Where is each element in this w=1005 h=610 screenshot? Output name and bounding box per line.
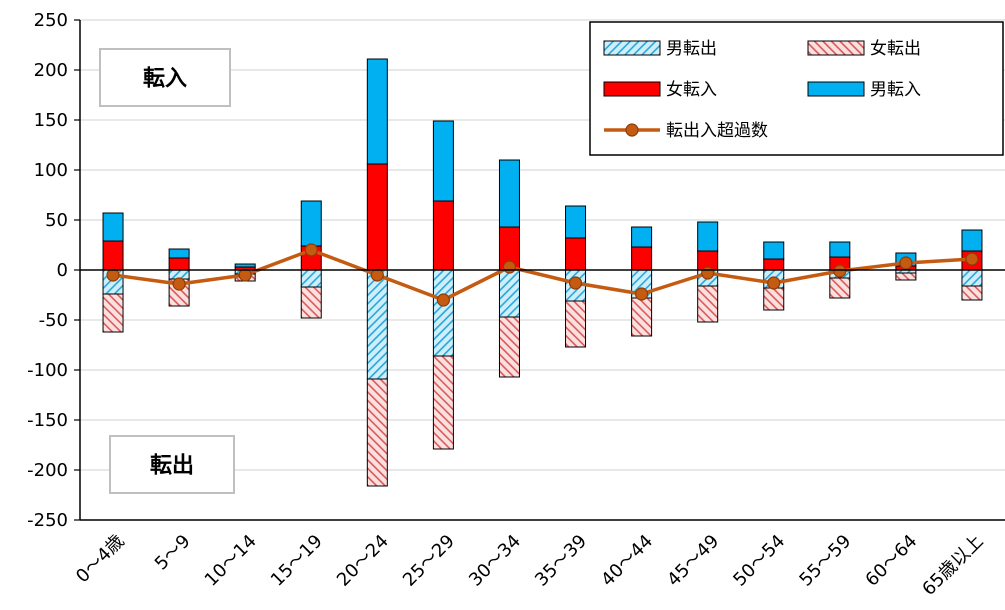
y-tick-label: 100	[34, 160, 68, 181]
balance-point	[833, 264, 847, 278]
bar-segment	[829, 241, 851, 258]
balance-point	[568, 276, 583, 290]
bar-segment	[366, 269, 388, 380]
balance-point	[502, 260, 517, 274]
bar-segment	[565, 205, 587, 239]
bar-segment	[102, 240, 124, 271]
y-tick-label: -50	[39, 310, 68, 331]
bar-segment	[234, 263, 256, 268]
x-tick-label: 20～24	[333, 531, 393, 591]
y-tick-label: 200	[34, 60, 68, 81]
bar-segment	[829, 277, 851, 299]
x-tick-label: 45～49	[663, 531, 723, 591]
x-tick-label: 25～29	[399, 531, 459, 591]
x-tick-label: 40～44	[597, 531, 657, 591]
bar-segment	[763, 287, 785, 311]
bar-segment	[631, 226, 653, 248]
bar-segment	[631, 246, 653, 271]
annotation-box	[109, 435, 235, 494]
balance-point	[106, 268, 120, 282]
x-tick-label: 30～34	[465, 531, 525, 591]
bar-segment	[366, 163, 388, 271]
legend-swatch	[603, 40, 661, 56]
x-tick-label: 10～14	[201, 531, 261, 591]
bar-segment	[961, 285, 983, 301]
bar-segment	[498, 316, 520, 378]
y-tick-label: 150	[34, 110, 68, 131]
bar-segment	[565, 237, 587, 271]
bar-segment	[432, 355, 454, 450]
legend-label: 女転出	[870, 39, 921, 59]
bar-segment	[432, 269, 454, 357]
bar-segment	[300, 200, 322, 247]
legend-swatch	[807, 40, 865, 56]
y-tick-label: -150	[27, 410, 68, 431]
balance-point	[238, 268, 252, 282]
legend-label: 転出入超過数	[666, 121, 768, 141]
bar-segment	[432, 120, 454, 202]
y-tick-label: -100	[27, 360, 68, 381]
x-tick-label: 5～9	[151, 531, 195, 575]
bar-segment	[300, 286, 322, 319]
bar-segment	[763, 258, 785, 271]
bar-segment	[102, 212, 124, 242]
legend-label: 男転入	[870, 80, 921, 100]
legend-swatch	[603, 81, 661, 97]
balance-point	[370, 268, 384, 282]
bar-segment	[565, 300, 587, 348]
balance-point	[767, 276, 781, 290]
annotation-label: 転入	[143, 66, 187, 92]
bar-segment	[168, 257, 190, 271]
balance-point	[965, 252, 979, 266]
balance-point	[635, 287, 649, 301]
x-tick-label: 55～59	[795, 531, 855, 591]
bar-segment	[300, 269, 322, 288]
legend-label: 男転出	[666, 39, 717, 59]
x-tick-label: 0～4歳	[72, 531, 129, 588]
bar-segment	[168, 248, 190, 259]
bar-segment	[366, 378, 388, 487]
balance-point	[899, 256, 913, 270]
bar-segment	[961, 269, 983, 287]
annotation-label: 転出	[150, 453, 194, 479]
x-tick-label: 65歳以上	[918, 531, 987, 600]
bar-segment	[498, 159, 520, 228]
x-tick-label: 50～54	[729, 531, 789, 591]
balance-point	[436, 293, 450, 307]
y-tick-label: -250	[27, 510, 68, 531]
annotation-box	[99, 48, 231, 107]
balance-point	[172, 277, 186, 291]
bar-segment	[961, 229, 983, 252]
bar-segment	[697, 221, 719, 252]
y-tick-label: -200	[27, 460, 68, 481]
legend-swatch	[807, 81, 865, 97]
y-tick-label: 0	[57, 260, 68, 281]
bar-segment	[498, 269, 520, 318]
bar-segment	[763, 241, 785, 260]
x-tick-label: 35～39	[531, 531, 591, 591]
balance-point	[701, 266, 715, 280]
legend-marker-swatch	[625, 123, 639, 137]
balance-point	[304, 243, 318, 257]
legend-label: 女転入	[666, 80, 717, 100]
bar-segment	[366, 58, 388, 165]
balance-line	[106, 243, 979, 307]
bar-segment	[102, 293, 124, 333]
bar-segment	[895, 272, 917, 281]
balance-line-path	[112, 248, 973, 302]
bar-segment	[697, 285, 719, 323]
x-tick-label: 15～19	[267, 531, 327, 591]
y-tick-label: 50	[45, 210, 68, 231]
x-tick-label: 60～64	[861, 531, 921, 591]
bar-segment	[631, 297, 653, 337]
bar-segment	[432, 200, 454, 271]
y-tick-label: 250	[34, 10, 68, 31]
